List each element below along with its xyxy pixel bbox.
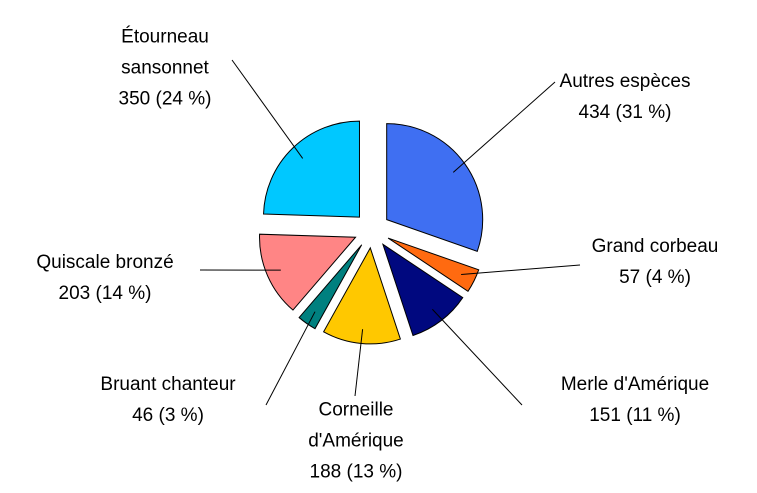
slice-label: Corneille d'Amérique 188 (13 %) xyxy=(291,395,421,488)
slice-name: Autres espèces xyxy=(559,71,691,92)
leader-line xyxy=(231,59,304,159)
slice-name: Bruant chanteur xyxy=(100,374,236,395)
pie-slice xyxy=(381,243,464,337)
slice-value: 434 (31 %) xyxy=(578,102,672,123)
slice-label: Merle d'Amérique 151 (11 %) xyxy=(510,369,757,431)
slice-label: Quiscale bronzé 203 (14 %) xyxy=(0,247,230,309)
slice-label: Autres espèces 434 (31 %) xyxy=(500,66,750,128)
slice-name: Merle d'Amérique xyxy=(560,374,710,395)
slice-name: Quiscale bronzé xyxy=(36,252,174,273)
slice-value: 203 (14 %) xyxy=(58,283,152,304)
slice-value: 57 (4 %) xyxy=(619,267,691,288)
slice-value: 151 (11 %) xyxy=(589,405,681,426)
pie-slice xyxy=(387,237,480,292)
slice-value: 350 (24 %) xyxy=(118,88,212,110)
slice-label: Étourneau sansonnet 350 (24 %) xyxy=(98,22,233,115)
pie-slice xyxy=(263,120,360,218)
leader-line xyxy=(431,308,523,406)
slice-name: Corneille d'Amérique xyxy=(308,399,404,452)
leader-line xyxy=(452,81,556,173)
slice-name: Étourneau sansonnet xyxy=(121,26,209,79)
slice-value: 46 (3 %) xyxy=(132,405,204,426)
slice-name: Grand corbeau xyxy=(591,236,719,257)
pie-slice xyxy=(298,244,363,330)
pie-slice xyxy=(259,233,357,311)
pie-slice xyxy=(386,123,484,253)
leader-line xyxy=(461,264,581,275)
slice-label: Grand corbeau 57 (4 %) xyxy=(530,231,757,293)
leader-line xyxy=(265,311,316,406)
leader-line xyxy=(354,329,364,397)
slice-value: 188 (13 %) xyxy=(309,461,403,483)
slice-label: Bruant chanteur 46 (3 %) xyxy=(43,369,293,431)
